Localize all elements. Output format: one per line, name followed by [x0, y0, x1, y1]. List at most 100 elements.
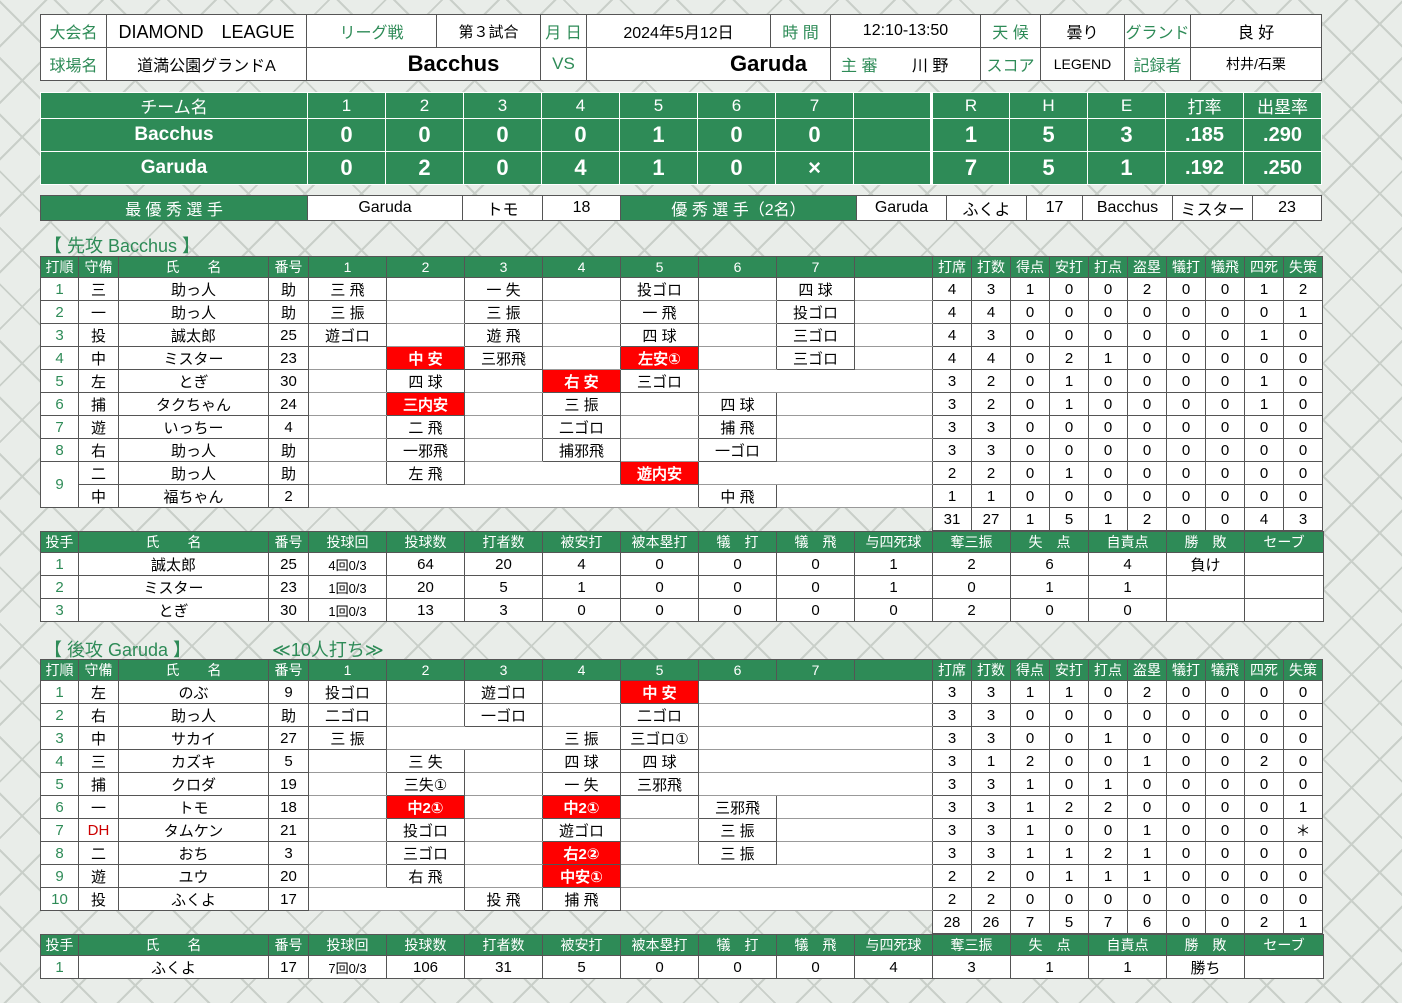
- at-bat-result-inning-3: 遊 飛: [464, 323, 543, 347]
- pitching-cell: 5: [542, 955, 621, 979]
- batting-stat: 0: [1283, 438, 1323, 462]
- at-bat-result-inning-2: [386, 680, 465, 704]
- at-bat-result-inning-2: 三内安: [386, 392, 465, 416]
- batting-total: 0: [1166, 910, 1206, 934]
- batting-stat: 2: [1049, 346, 1089, 370]
- batting-order: 6: [40, 795, 79, 819]
- at-bat-result-inning-5: 遊内安: [620, 461, 699, 485]
- scoreboard-cell: 0: [697, 151, 776, 185]
- bacchus-section-title: 【 先攻 Bacchus 】: [44, 236, 201, 256]
- player-name: タクちゃん: [118, 392, 269, 416]
- excellent-1-number: 17: [1026, 195, 1083, 221]
- player-number: 5: [268, 749, 309, 773]
- pitching-cell: 2: [932, 552, 1011, 576]
- batting-stat: 0: [1166, 346, 1206, 370]
- scoreboard-cell: 0: [697, 118, 776, 152]
- scoreboard-cell: 1: [1087, 151, 1166, 185]
- at-bat-result-inning-2: 四 球: [386, 369, 465, 393]
- batting-header-cell: 打席: [932, 659, 972, 681]
- batting-stat: 0: [1283, 484, 1323, 508]
- batting-stat: 0: [1205, 346, 1245, 370]
- at-bat-result-inning-6: [698, 703, 777, 727]
- batting-stat: ＊: [1283, 818, 1323, 842]
- batting-stat: 3: [971, 841, 1011, 865]
- pitching-cell: 30: [268, 598, 309, 622]
- at-bat-result-inning-6: [698, 300, 777, 324]
- batting-header-cell: 犠飛: [1205, 256, 1245, 278]
- bacchus-pitcher-row: 3 とぎ 30 1回0/3 13 3 0 0 0 0 0 2 0 0: [40, 598, 1324, 622]
- pitching-cell: とぎ: [78, 598, 269, 622]
- pitching-header-cell: 打者数: [464, 531, 543, 553]
- garuda-batting-table: 打順 守備氏 名番号 1 2 3 4 5 6 7 打席 打数 得点 安打 打点 盗塁 犠打 犠飛 四死 失策 1 左のぶ…: [40, 659, 1323, 934]
- batting-header-cell: 1: [308, 659, 387, 681]
- at-bat-result-inning-2: [386, 323, 465, 347]
- batting-header-cell: 5: [620, 659, 699, 681]
- at-bat-result-inning-5: 投ゴロ: [620, 277, 699, 301]
- batting-stat: 3: [932, 726, 972, 750]
- batting-stat: 0: [1244, 818, 1284, 842]
- pitching-cell: 1: [40, 552, 79, 576]
- garuda-batter-row: 7 DH タムケン 21 投ゴロ 遊ゴロ三 振 3 3 1 0 0 1 0 0 0 ＊: [40, 818, 1323, 842]
- scoreboard-header-cell: R: [930, 92, 1010, 119]
- batting-stat: 2: [971, 887, 1011, 911]
- batting-stat: 0: [1283, 703, 1323, 727]
- at-bat-result-inning-7: 投ゴロ: [776, 300, 855, 324]
- at-bat-result-inning-6: 一ゴロ: [698, 438, 777, 462]
- batting-stat: 1: [1010, 277, 1050, 301]
- at-bat-result-inning-3: 遊ゴロ: [464, 680, 543, 704]
- batting-stat: 3: [932, 438, 972, 462]
- extra-inning-cell: [854, 323, 933, 347]
- at-bat-result-inning-1: [308, 841, 387, 865]
- scoreboard-header-cell: 1: [307, 92, 386, 119]
- batting-stat: 3: [971, 703, 1011, 727]
- at-bat-result-inning-7: [776, 887, 855, 911]
- batting-stat: 0: [1049, 323, 1089, 347]
- batting-stat: 0: [1010, 415, 1050, 439]
- pitching-header-cell: 投球数: [386, 934, 465, 956]
- pitching-cell: 64: [386, 552, 465, 576]
- pitching-header-cell: 失 点: [1010, 531, 1089, 553]
- batting-stat: 1: [1283, 300, 1323, 324]
- batting-header-cell: 6: [698, 256, 777, 278]
- batting-stat: 1: [1049, 864, 1089, 888]
- batting-total: 1: [1283, 910, 1323, 934]
- at-bat-result-inning-3: [464, 726, 543, 750]
- at-bat-result-inning-3: [464, 369, 543, 393]
- batting-stat: 0: [1244, 680, 1284, 704]
- batting-stat: 1: [971, 749, 1011, 773]
- fielding-position: 中: [78, 726, 119, 750]
- at-bat-result-inning-6: 三 振: [698, 818, 777, 842]
- mvp-label: 最 優 秀 選 手: [40, 195, 308, 221]
- batting-order: 10: [40, 887, 79, 911]
- bacchus-batter-row: 9 二助っ人助左 飛遊内安 2 2 0 1 0 0 0 0 0 0: [40, 461, 1323, 508]
- batting-stat: 0: [1205, 749, 1245, 773]
- scoreboard-cell: 0: [463, 151, 542, 185]
- fielding-position: 中: [78, 484, 119, 508]
- pitching-cell: 0: [698, 552, 777, 576]
- pitching-cell: 1: [40, 955, 79, 979]
- at-bat-result-inning-3: [464, 438, 543, 462]
- batting-stat: 4: [932, 346, 972, 370]
- pitching-cell: 2: [932, 598, 1011, 622]
- pitching-cell: [1244, 552, 1324, 576]
- batting-stat: 0: [1283, 346, 1323, 370]
- at-bat-result-inning-7: [776, 461, 855, 485]
- batting-stat: 0: [1166, 703, 1206, 727]
- batting-stat: 3: [971, 323, 1011, 347]
- bacchus-batting-table: 打順 守備氏 名番号 1 2 3 4 5 6 7 打席 打数 得点 安打 打点 盗塁 犠打 犠飛 四死 失策 1 三助っ…: [40, 256, 1323, 531]
- batting-header-cell: [854, 659, 933, 681]
- at-bat-result-inning-5: [620, 818, 699, 842]
- pitching-header-cell: 投球数: [386, 531, 465, 553]
- at-bat-result-inning-5: [620, 887, 699, 911]
- game-info-table: 大会名 DIAMOND LEAGUE リーグ戦 第３試合 月 日 2024年5月…: [40, 14, 1322, 81]
- player-number: 24: [268, 392, 309, 416]
- player-name: トモ: [118, 795, 269, 819]
- at-bat-result-inning-2: 投ゴロ: [386, 818, 465, 842]
- extra-inning-cell: [854, 749, 933, 773]
- batting-stat: 2: [971, 461, 1011, 485]
- at-bat-result-inning-5: [620, 484, 699, 508]
- batting-stat: 0: [1244, 864, 1284, 888]
- batting-stat: 0: [1127, 300, 1167, 324]
